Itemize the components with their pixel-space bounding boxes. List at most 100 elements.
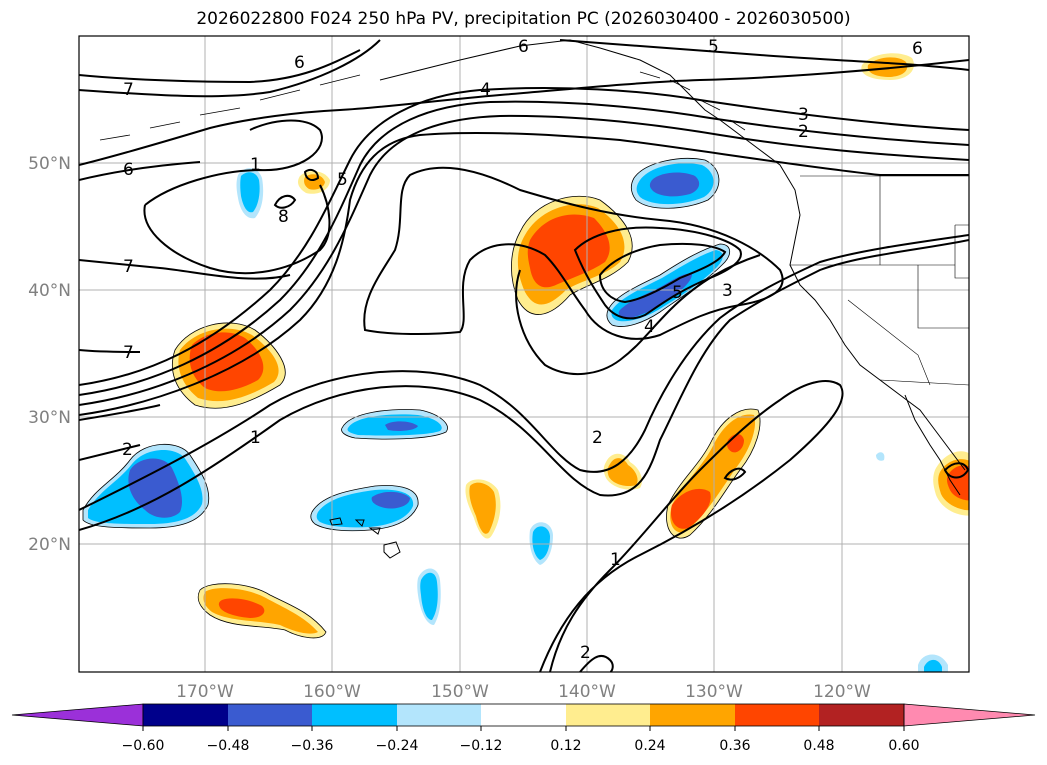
- precip-negative-region: [649, 172, 700, 197]
- pv-contour: [143, 119, 331, 275]
- precip-negative-region: [924, 659, 942, 672]
- pv-contours: [79, 39, 969, 672]
- contour-label: 4: [480, 80, 491, 100]
- precip-negative-region: [420, 572, 438, 620]
- colorbar-bin: [819, 704, 904, 726]
- pv-contour: [79, 100, 969, 396]
- precip-outline: [310, 485, 419, 532]
- contour-label: 2: [592, 428, 603, 448]
- map-title: 2026022800 F024 250 hPa PV, precipitatio…: [196, 9, 851, 29]
- pv-contour: [79, 39, 381, 98]
- colorbar-bin: [735, 704, 819, 726]
- colorbar-max-extend: [903, 703, 1036, 727]
- north-america-coast: [379, 39, 966, 471]
- precip-outline: [171, 322, 286, 409]
- lat-tick-label: 20°N: [28, 535, 71, 555]
- colorbar-bin: [650, 704, 735, 726]
- colorbar-bin: [228, 704, 312, 726]
- lat-tick-label: 40°N: [28, 281, 71, 301]
- pv-contour: [515, 254, 761, 376]
- state-border: [879, 379, 969, 386]
- colorbar: −0.60 −0.48 −0.36 −0.24 −0.12 0.12 0.24 …: [11, 703, 1036, 754]
- pv-contour: [273, 194, 297, 209]
- lon-tick-label: 120°W: [813, 682, 871, 702]
- aleutian-islands: [99, 74, 361, 141]
- alaska-islands: [639, 71, 746, 131]
- pv-contour: [539, 380, 844, 672]
- colorbar-ticks: [142, 726, 905, 731]
- baja-california-coast: [904, 394, 961, 496]
- contour-label: 6: [912, 39, 923, 59]
- lat-tick-label: 50°N: [28, 154, 71, 174]
- state-border: [917, 265, 969, 329]
- precip-negative-region: [532, 526, 550, 560]
- coastlines: [99, 39, 969, 559]
- colorbar-tick-label: −0.36: [291, 738, 334, 754]
- pv-contour: [79, 234, 969, 511]
- precip-outline: [197, 583, 327, 639]
- contour-label: 2: [580, 643, 591, 663]
- lon-tick-label: 130°W: [685, 682, 743, 702]
- precip-outline: [341, 409, 448, 440]
- lon-tick-labels: 170°W 160°W 150°W 140°W 130°W 120°W: [176, 682, 871, 702]
- pv-contour: [579, 654, 614, 672]
- pv-contour: [723, 467, 747, 481]
- precip-positive-region: [527, 214, 610, 288]
- contour-label: 7: [123, 80, 134, 100]
- colorbar-min-extend: [11, 703, 144, 727]
- colorbar-tick-label: −0.24: [376, 738, 419, 754]
- pv-contour: [303, 169, 320, 181]
- contour-label: 1: [610, 550, 621, 570]
- lon-tick-label: 140°W: [558, 682, 616, 702]
- lon-tick-label: 170°W: [176, 682, 234, 702]
- colorbar-bin: [397, 704, 481, 726]
- lat-tick-labels: 20°N 30°N 40°N 50°N: [28, 154, 71, 555]
- colorbar-tick-label: −0.60: [122, 738, 165, 754]
- contour-label: 1: [250, 155, 261, 175]
- colorbar-tick-label: 0.12: [550, 738, 581, 754]
- contour-label: 6: [518, 37, 529, 57]
- pv-contour: [79, 239, 969, 531]
- colorbar-tick-label: 0.36: [719, 738, 750, 754]
- precip-positive-region: [469, 482, 496, 534]
- lon-tick-label: 160°W: [303, 682, 361, 702]
- precip-positive-region: [670, 488, 711, 529]
- colorbar-bin: [143, 704, 228, 726]
- colorbar-tick-label: 0.24: [634, 738, 665, 754]
- precip-outline: [630, 158, 720, 209]
- lat-tick-label: 30°N: [28, 408, 71, 428]
- colorbar-tick-label: 0.48: [803, 738, 834, 754]
- pv-contour: [598, 242, 727, 304]
- contour-label: 2: [798, 122, 809, 142]
- contour-label: 2: [122, 440, 133, 460]
- colorbar-bin: [312, 704, 397, 726]
- precip-negative-region: [618, 273, 692, 319]
- precip-outline: [666, 408, 761, 539]
- precip-negative-region: [876, 452, 885, 461]
- precip-positive-region: [218, 598, 265, 618]
- colorbar-bin: [481, 704, 566, 726]
- pv-contour: [79, 444, 141, 461]
- contour-label: 3: [722, 281, 733, 301]
- contour-label: 5: [672, 283, 683, 303]
- contour-label: 7: [123, 343, 134, 363]
- colorbar-bin: [566, 704, 650, 726]
- pv-contour: [79, 39, 969, 84]
- pv-contour: [79, 59, 969, 166]
- colorbar-tick-labels: −0.60 −0.48 −0.36 −0.24 −0.12 0.12 0.24 …: [122, 738, 920, 754]
- contour-label: 7: [123, 257, 134, 277]
- precip-negative-region: [128, 458, 183, 518]
- pv-contour: [79, 131, 969, 416]
- precip-outline: [606, 243, 731, 327]
- pv-contour: [573, 226, 742, 320]
- contour-label: 1: [250, 428, 261, 448]
- pv-contour: [79, 161, 201, 181]
- contour-label: 5: [708, 37, 719, 57]
- precip-negative-region: [371, 491, 410, 509]
- pv-contour: [79, 349, 141, 353]
- lon-tick-label: 150°W: [431, 682, 489, 702]
- colorbar-tick-label: −0.12: [460, 738, 503, 754]
- pv-contour: [943, 462, 969, 479]
- colorbar-tick-label: −0.48: [207, 738, 250, 754]
